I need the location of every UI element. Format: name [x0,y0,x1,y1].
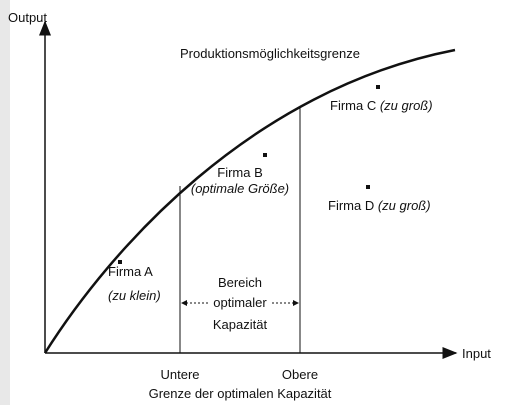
y-axis-label: Output [8,10,47,25]
firm-point [118,260,122,264]
firm-note: (zu klein) [108,288,161,303]
firm-point [376,85,380,89]
firm-label: Firma C (zu groß) [330,98,433,113]
bound-label: Obere [282,367,318,382]
x-axis-label: Input [462,346,491,361]
range-label: Kapazität [213,317,268,332]
firm-note: (optimale Größe) [191,181,289,196]
curve-label: Produktionsmöglichkeitsgrenze [180,46,360,61]
frontier-curve [43,48,456,354]
firm-note: (zu groß) [380,98,433,113]
firm-point [263,153,267,157]
firm-name: Firma B [217,165,263,180]
firm-name: Firma C [330,98,376,113]
firm-name: Firma D [328,198,374,213]
firm-label: Firma D (zu groß) [328,198,431,213]
range-label: optimaler [213,295,267,310]
range-label: Bereich [218,275,262,290]
side-strip [0,0,10,405]
firm-point [366,185,370,189]
bound-caption: Grenze der optimalen Kapazität [149,386,332,401]
firm-name: Firma A [108,264,153,279]
firm-note: (zu groß) [378,198,431,213]
bound-label: Untere [160,367,199,382]
